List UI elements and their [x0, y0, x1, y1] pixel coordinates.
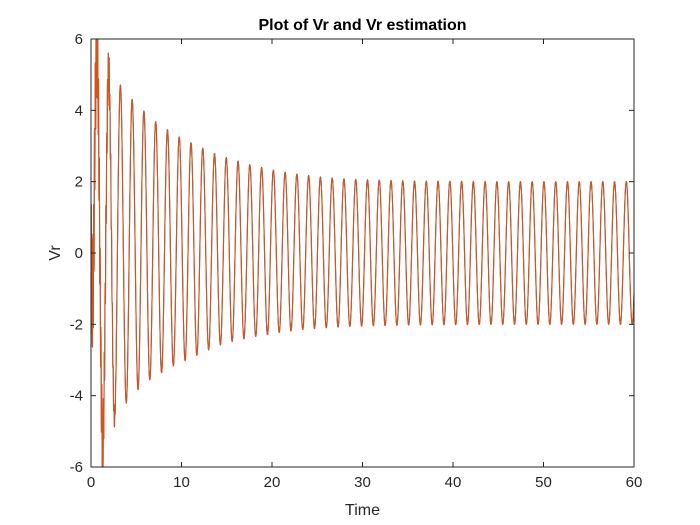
x-axis: 0 10 20 30 40 50 60 [87, 39, 643, 491]
y-tick-label: 6 [75, 31, 83, 48]
chart-title: Plot of Vr and Vr estimation [258, 17, 466, 34]
y-axis-label: Vr [47, 245, 64, 261]
plot-area [91, 39, 634, 467]
x-tick-label: 50 [535, 474, 552, 491]
x-tick-label: 20 [264, 474, 281, 491]
x-axis-label: Time [345, 502, 380, 519]
x-tick-label: 40 [445, 474, 462, 491]
y-tick-label: 4 [75, 102, 83, 119]
y-tick-label: -4 [70, 388, 83, 405]
series-line-2 [90, 38, 635, 468]
x-tick-label: 10 [173, 474, 190, 491]
y-tick-label: 0 [75, 245, 83, 262]
y-axis: -6 -4 -2 0 2 4 6 [70, 31, 634, 476]
y-tick-label: -2 [70, 316, 83, 333]
x-tick-label: 60 [626, 474, 643, 491]
series-layer [90, 38, 635, 468]
y-tick-label: -6 [70, 459, 83, 476]
y-tick-label: 2 [75, 174, 83, 191]
x-tick-label: 30 [354, 474, 371, 491]
x-tick-label: 0 [87, 474, 95, 491]
